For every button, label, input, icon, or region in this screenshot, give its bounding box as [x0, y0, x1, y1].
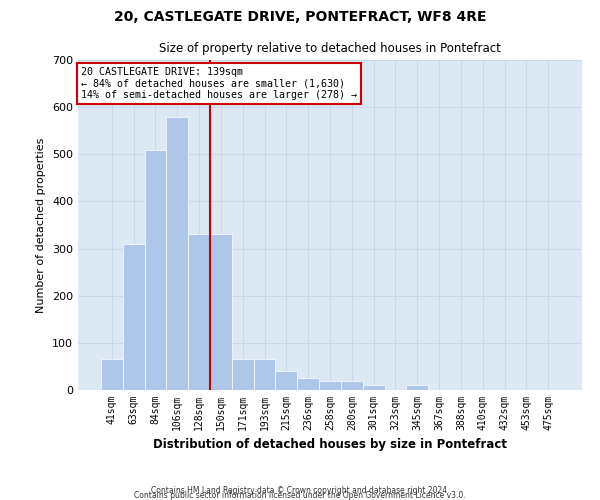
Bar: [297, 378, 319, 390]
Bar: [145, 150, 166, 390]
Bar: [254, 360, 275, 390]
Bar: [406, 386, 428, 390]
Text: 20 CASTLEGATE DRIVE: 139sqm
← 84% of detached houses are smaller (1,630)
14% of : 20 CASTLEGATE DRIVE: 139sqm ← 84% of det…: [80, 66, 356, 100]
Bar: [210, 234, 232, 390]
Text: Contains HM Land Registry data © Crown copyright and database right 2024.: Contains HM Land Registry data © Crown c…: [151, 486, 449, 495]
Bar: [188, 234, 210, 390]
Bar: [123, 244, 145, 390]
Bar: [166, 116, 188, 390]
Title: Size of property relative to detached houses in Pontefract: Size of property relative to detached ho…: [159, 42, 501, 54]
Bar: [232, 360, 254, 390]
Text: 20, CASTLEGATE DRIVE, PONTEFRACT, WF8 4RE: 20, CASTLEGATE DRIVE, PONTEFRACT, WF8 4R…: [114, 10, 486, 24]
Bar: [363, 386, 385, 390]
Bar: [101, 360, 123, 390]
Bar: [319, 380, 341, 390]
Y-axis label: Number of detached properties: Number of detached properties: [37, 138, 46, 312]
Bar: [341, 380, 363, 390]
X-axis label: Distribution of detached houses by size in Pontefract: Distribution of detached houses by size …: [153, 438, 507, 452]
Text: Contains public sector information licensed under the Open Government Licence v3: Contains public sector information licen…: [134, 491, 466, 500]
Bar: [275, 371, 297, 390]
